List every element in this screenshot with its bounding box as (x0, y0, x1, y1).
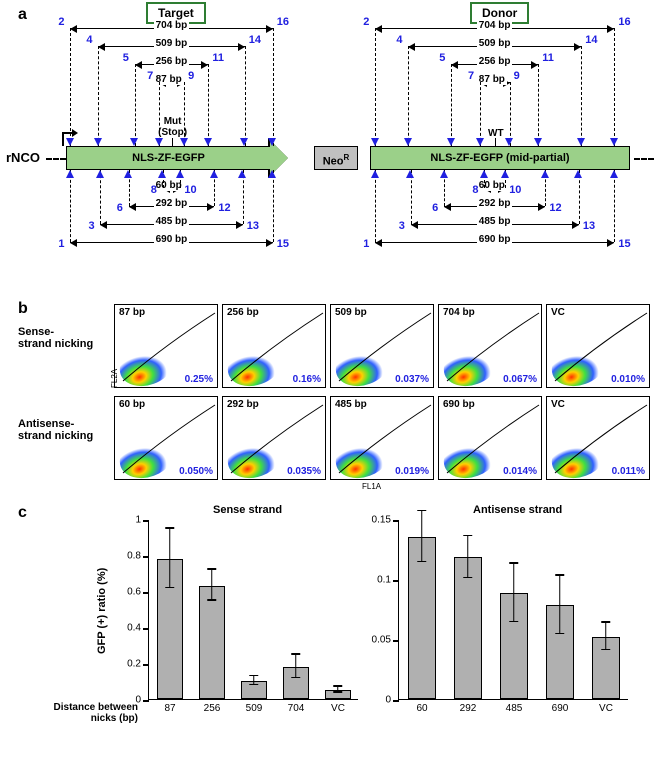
scatter-sense-1: 256 bp0.16% (222, 304, 326, 388)
antisense-chart: 00.050.10.1560292485690VC (398, 520, 628, 700)
bar-485 (500, 593, 529, 699)
rnco-label: rNCO (6, 150, 40, 165)
sense-chart: 00.20.40.60.8187256509704VC (148, 520, 358, 700)
fl1a-label: FL1A (362, 482, 381, 491)
scatter-antisense-2: 485 bp0.019% (330, 396, 434, 480)
bar-VC (325, 690, 351, 699)
bar-509 (241, 681, 267, 699)
bar-292 (454, 557, 483, 699)
scatter-sense-0: 87 bp0.25% (114, 304, 218, 388)
bar-704 (283, 667, 309, 699)
scatter-sense-3: 704 bp0.067% (438, 304, 542, 388)
panel-a: rNCONeoRTargetNLS-ZF-EGFPMut(Stop)704 bp… (18, 8, 652, 288)
fl2a-label: FL2A (110, 369, 119, 388)
neo-box: NeoR (314, 146, 358, 170)
distance-xlabel: Distance between nicks (bp) (18, 702, 138, 724)
bar-VC (592, 637, 621, 699)
donor-gene: NLS-ZF-EGFP (mid-partial) (370, 146, 630, 170)
antisense-row-label: Antisense- strand nicking (18, 418, 106, 442)
bar-60 (408, 537, 437, 699)
panel-b: Sense- strand nicking 87 bp0.25%256 bp0.1… (18, 300, 652, 490)
scatter-antisense-1: 292 bp0.035% (222, 396, 326, 480)
scatter-sense-4: VC0.010% (546, 304, 650, 388)
scatter-antisense-0: 60 bp0.050% (114, 396, 218, 480)
panel-c: GFP (+) ratio (%) Distance between nicks … (18, 504, 652, 759)
scatter-sense-2: 509 bp0.037% (330, 304, 434, 388)
gfp-ylabel: GFP (+) ratio (%) (96, 568, 108, 654)
bar-87 (157, 559, 183, 699)
sense-row-label: Sense- strand nicking (18, 326, 106, 350)
scatter-antisense-3: 690 bp0.014% (438, 396, 542, 480)
bar-256 (199, 586, 225, 699)
bar-690 (546, 605, 575, 699)
scatter-antisense-4: VC0.011% (546, 396, 650, 480)
target-gene: NLS-ZF-EGFP (66, 146, 270, 170)
